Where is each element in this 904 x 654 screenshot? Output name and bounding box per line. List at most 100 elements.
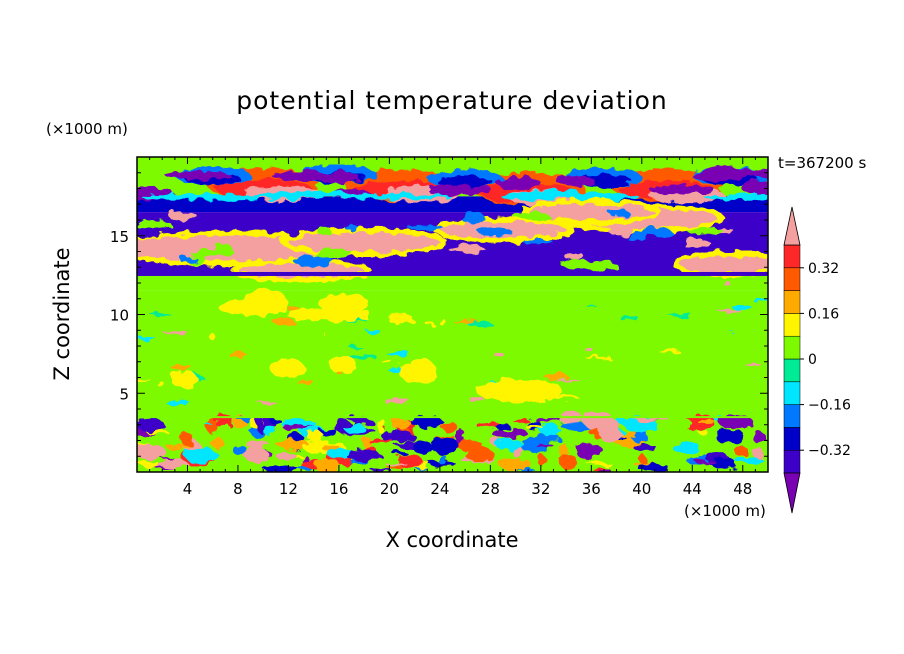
- field-cell: [233, 444, 247, 457]
- field-cell: [560, 423, 591, 430]
- contour-field: [137, 157, 768, 472]
- field-cell: [731, 378, 763, 394]
- field-cell: [262, 426, 278, 435]
- x-tick-label: 12: [279, 480, 298, 498]
- field-cell: [575, 443, 604, 460]
- field-cell: [638, 453, 646, 464]
- field-cell: [256, 416, 264, 434]
- x-tick-label: 36: [582, 480, 601, 498]
- field-cell: [209, 333, 216, 340]
- field-cell: [598, 418, 622, 444]
- y-tick-label: 15: [110, 228, 129, 246]
- field-cell: [211, 438, 225, 449]
- field-cell: [512, 419, 530, 423]
- field-cell: [314, 248, 353, 259]
- field-cell: [526, 425, 543, 430]
- field-cell: [511, 446, 524, 458]
- field-cell: [585, 356, 612, 360]
- field-cell: [620, 316, 641, 322]
- field-cell: [137, 417, 164, 432]
- y-axis-unit: (×1000 m): [46, 120, 128, 138]
- field-cell: [502, 194, 560, 201]
- field-cell: [517, 341, 563, 361]
- y-axis: 5 10 15: [110, 172, 768, 457]
- field-cell: [388, 235, 417, 242]
- field-cell: [166, 442, 189, 451]
- field-cell: [456, 463, 470, 467]
- field-cell: [427, 184, 493, 196]
- field-cell: [645, 291, 699, 315]
- field-cell: [168, 211, 197, 221]
- field-cell: [734, 457, 764, 464]
- field-cell: [703, 193, 768, 201]
- field-cell: [407, 225, 444, 230]
- x-tick-label: 48: [733, 480, 752, 498]
- field-cell: [164, 302, 224, 315]
- field-cell: [563, 251, 584, 260]
- field-cell: [448, 245, 486, 253]
- field-cell: [297, 466, 311, 471]
- field-cell: [410, 415, 443, 428]
- field-cell: [162, 331, 189, 335]
- field-cell: [430, 436, 460, 455]
- field-cell: [345, 449, 382, 461]
- field-cell: [697, 169, 742, 179]
- x-tick-label: 16: [329, 480, 348, 498]
- field-band-edge: [137, 416, 768, 419]
- field-cell: [694, 459, 716, 464]
- field-cell: [535, 443, 554, 448]
- colorbar-tick-label: 0: [808, 352, 817, 368]
- field-cell: [392, 451, 408, 456]
- field-cell: [740, 180, 768, 195]
- field-cell: [529, 434, 561, 443]
- field-cell: [512, 212, 550, 220]
- field-cell: [711, 457, 737, 470]
- field-cell: [137, 337, 157, 341]
- field-cell: [324, 171, 360, 185]
- field-cell: [296, 379, 314, 385]
- field-cell: [369, 333, 400, 344]
- field-cell: [367, 438, 394, 443]
- field-cell: [164, 170, 232, 180]
- chart-title: potential temperature deviation: [236, 86, 668, 115]
- field-cell: [276, 451, 297, 461]
- colorbar-tick-label: −0.16: [808, 398, 851, 414]
- colorbar-segment: [783, 313, 801, 337]
- colorbar-extend-low: [783, 472, 801, 514]
- colorbar-segment: [783, 358, 801, 383]
- field-cell: [496, 423, 511, 430]
- field-cell: [387, 312, 413, 325]
- x-tick-label: 8: [233, 480, 243, 498]
- field-cell: [380, 359, 392, 364]
- field-cell: [659, 419, 691, 435]
- field-cell: [443, 292, 460, 300]
- field-cell: [149, 312, 171, 316]
- field-cell: [270, 359, 305, 379]
- field-cell: [732, 304, 752, 311]
- field-cell: [632, 443, 657, 451]
- time-label: t=367200 s: [778, 154, 867, 172]
- colorbar-tick-label: −0.32: [808, 443, 851, 459]
- field-cell: [181, 412, 207, 430]
- field-cell: [383, 398, 411, 404]
- field-cell: [227, 351, 247, 358]
- colorbar-segment: [783, 404, 801, 428]
- x-axis: 4 8 12 16 20 24 28 32 36 40 44 48: [149, 157, 756, 498]
- field-cell: [137, 219, 172, 230]
- field-cell: [536, 454, 546, 466]
- x-tick-label: 44: [683, 480, 702, 498]
- field-cell: [729, 329, 761, 348]
- field-cell: [528, 204, 655, 220]
- field-cell: [137, 443, 166, 460]
- field-cell: [317, 227, 332, 236]
- field-band-edge: [137, 271, 768, 276]
- field-cell: [286, 305, 301, 311]
- field-cell: [527, 310, 568, 326]
- field-cell: [753, 446, 763, 460]
- field-cell: [702, 346, 768, 359]
- field-cell: [752, 298, 768, 303]
- field-cell: [263, 465, 300, 472]
- field-cell: [243, 447, 269, 462]
- field-cell: [588, 374, 597, 380]
- field-cell: [137, 378, 151, 381]
